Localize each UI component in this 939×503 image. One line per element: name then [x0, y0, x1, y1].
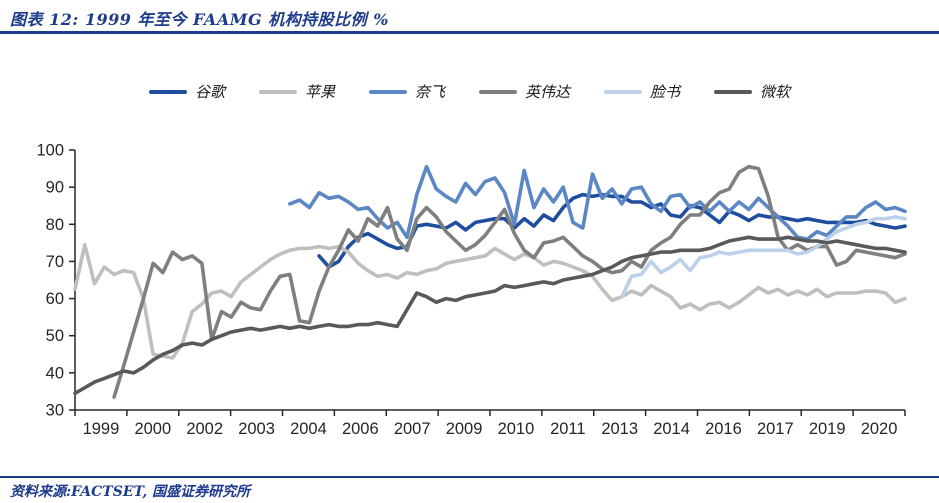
x-tick-label: 2006 — [342, 420, 379, 438]
legend-label-nvidia: 英伟达 — [525, 83, 571, 101]
x-tick-label: 2004 — [290, 420, 327, 438]
series-line-microsoft — [73, 235, 907, 396]
legend-label-facebook: 脸书 — [650, 83, 681, 101]
y-tick-label: 90 — [46, 179, 64, 197]
x-tick-label: 2009 — [446, 420, 483, 438]
x-tick-label: 1999 — [83, 420, 120, 438]
legend-label-google: 谷歌 — [194, 83, 225, 101]
legend-swatch-netflix — [368, 89, 407, 94]
footer-divider-rule — [0, 476, 939, 478]
x-tick-label: 2010 — [498, 420, 535, 438]
legend-swatch-google — [148, 89, 187, 94]
x-tick-label: 2003 — [238, 420, 275, 438]
series-line-google — [317, 192, 907, 269]
y-tick-label: 60 — [46, 290, 64, 308]
series-line-netflix — [288, 164, 907, 241]
legend-label-apple: 苹果 — [304, 83, 335, 101]
x-tick-label: 2002 — [186, 420, 223, 438]
y-tick-label: 30 — [46, 402, 64, 420]
y-tick-label: 100 — [36, 142, 64, 160]
series-line-nvidia — [112, 164, 907, 399]
data-source-note: 资料来源:FACTSET, 国盛证券研究所 — [10, 484, 251, 500]
x-tick-label: 2011 — [550, 420, 585, 438]
y-tick-label: 70 — [46, 253, 64, 271]
x-tick-label: 2007 — [394, 420, 431, 438]
legend-item-google: 谷歌 — [148, 81, 225, 102]
legend-item-nvidia: 英伟达 — [479, 81, 570, 102]
series-line-apple — [73, 242, 907, 360]
legend-label-microsoft: 微软 — [760, 83, 791, 101]
x-tick-label: 2014 — [653, 420, 690, 438]
legend-swatch-apple — [258, 89, 297, 94]
x-tick-label: 2016 — [705, 420, 742, 438]
legend-label-netflix: 奈飞 — [414, 83, 445, 101]
x-tick-label: 2017 — [757, 420, 794, 438]
y-tick-label: 50 — [46, 327, 64, 345]
x-tick-label: 2000 — [134, 420, 171, 438]
legend-swatch-nvidia — [479, 89, 517, 94]
page-title: 图表 12: 1999 年至今 FAAMG 机构持股比例 % — [10, 10, 389, 29]
y-tick-label: 40 — [46, 364, 64, 382]
legend-item-netflix: 奈飞 — [368, 81, 445, 102]
legend-swatch-microsoft — [714, 89, 753, 94]
y-tick-label: 80 — [46, 216, 64, 234]
x-tick-label: 2013 — [601, 420, 638, 438]
legend-item-facebook: 脸书 — [604, 81, 680, 102]
x-tick-label: 2019 — [809, 420, 846, 438]
legend-item-apple: 苹果 — [258, 81, 335, 102]
series-line-facebook — [620, 215, 907, 299]
title-divider-rule — [0, 31, 939, 34]
legend-item-microsoft: 微软 — [714, 81, 790, 102]
chart-legend: 谷歌 苹果 奈飞 英伟达 脸书 微软 — [0, 81, 939, 102]
legend-swatch-facebook — [604, 89, 643, 94]
x-tick-label: 2020 — [861, 420, 898, 438]
